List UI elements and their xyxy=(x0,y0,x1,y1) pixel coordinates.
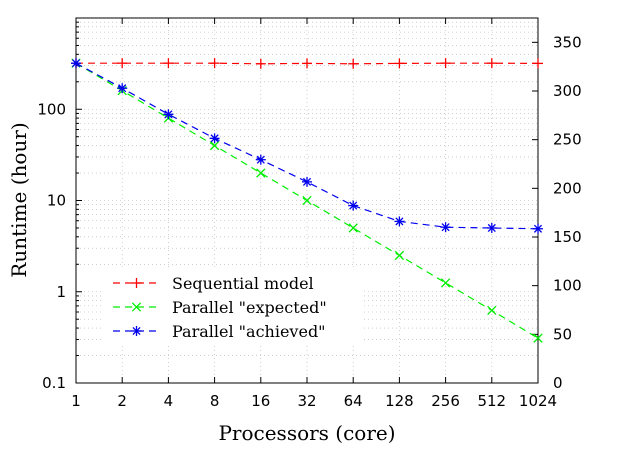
data-point xyxy=(487,305,497,316)
data-point xyxy=(302,176,312,187)
legend-item: Parallel "expected" xyxy=(113,298,327,317)
series-line xyxy=(75,62,539,230)
x-tick-label: 4 xyxy=(164,392,174,410)
data-point xyxy=(533,223,543,234)
marker-stroke xyxy=(256,155,265,164)
legend-item: Parallel "achieved" xyxy=(113,322,326,341)
data-point xyxy=(533,58,543,69)
data-point xyxy=(163,58,174,69)
data-point xyxy=(163,109,174,120)
marker-stroke xyxy=(118,84,127,93)
y-axis-title: Runtime (hour) xyxy=(7,122,31,277)
y2-tick-label: 350 xyxy=(553,33,582,51)
marker-stroke xyxy=(209,140,220,151)
marker-stroke xyxy=(533,333,543,343)
legend: Sequential model Parallel "expected" Paral… xyxy=(104,268,362,344)
marker-stroke xyxy=(487,305,497,316)
data-point xyxy=(394,250,405,261)
x-tick-label: 32 xyxy=(297,392,316,410)
x-tick-label: 8 xyxy=(210,392,220,410)
data-point xyxy=(117,58,128,69)
legend-label: Parallel "achieved" xyxy=(172,322,326,341)
x-tick-label: 16 xyxy=(251,392,270,410)
x-tick-label: 1024 xyxy=(519,392,557,410)
marker-stroke xyxy=(132,326,141,336)
legend-box xyxy=(104,268,362,344)
y2-tick-label: 0 xyxy=(553,374,563,392)
y2-tick-label: 50 xyxy=(553,325,572,343)
data-point xyxy=(486,58,497,69)
legend-label: Parallel "expected" xyxy=(172,298,327,317)
marker-stroke xyxy=(302,177,312,186)
data-point xyxy=(302,58,312,69)
data-point xyxy=(255,58,266,69)
marker-stroke xyxy=(302,195,312,206)
data-point xyxy=(486,222,497,233)
data-point xyxy=(394,216,405,227)
legend-marker xyxy=(131,302,142,312)
data-point xyxy=(209,140,220,151)
data-point xyxy=(255,154,266,165)
series-layer xyxy=(71,58,543,343)
marker-stroke xyxy=(164,110,173,119)
series-x xyxy=(71,58,543,343)
marker-stroke xyxy=(394,250,405,261)
x-axis-title: Processors (core) xyxy=(218,421,395,445)
y-tick-label: 100 xyxy=(37,100,66,118)
data-point xyxy=(117,83,128,94)
marker-stroke xyxy=(441,223,450,232)
legend-marker xyxy=(131,326,142,336)
axes: 1 2 4 8 16 32 64 128 256 512 1024 0.1 1 10 100 0 50 100 15… xyxy=(37,18,582,410)
y2-tick-label: 200 xyxy=(553,179,582,197)
legend-item: Sequential model xyxy=(113,274,314,293)
y-tick-label: 10 xyxy=(47,192,66,210)
series-star xyxy=(71,58,543,234)
x-tick-label: 256 xyxy=(431,392,460,410)
marker-stroke xyxy=(533,224,543,233)
data-point xyxy=(348,200,359,211)
data-point xyxy=(256,168,266,178)
marker-stroke xyxy=(395,217,404,226)
data-point xyxy=(209,133,220,144)
legend-label: Sequential model xyxy=(172,274,314,293)
marker-stroke xyxy=(210,134,219,143)
data-point xyxy=(533,333,543,343)
x-tick-label: 512 xyxy=(477,392,506,410)
data-point xyxy=(440,278,451,288)
y2-tick-label: 100 xyxy=(553,277,582,295)
x-tick-label: 64 xyxy=(344,392,363,410)
marker-stroke xyxy=(348,223,358,233)
y-tick-label: 1 xyxy=(56,283,66,301)
data-point xyxy=(440,222,451,233)
marker-stroke xyxy=(71,59,81,68)
marker-stroke xyxy=(349,201,358,210)
y2-tick-label: 300 xyxy=(553,82,582,100)
legend-marker xyxy=(131,278,142,288)
data-point xyxy=(348,58,359,69)
marker-stroke xyxy=(256,168,266,178)
data-point xyxy=(209,58,220,69)
x-tick-label: 1 xyxy=(71,392,81,410)
y-tick-label: 0.1 xyxy=(42,374,66,392)
data-point xyxy=(71,58,81,69)
marker-stroke xyxy=(131,302,142,312)
data-point xyxy=(440,58,451,69)
data-point xyxy=(394,58,405,69)
data-point xyxy=(348,223,358,233)
marker-stroke xyxy=(440,278,451,288)
data-point xyxy=(302,195,312,206)
y2-tick-label: 250 xyxy=(553,131,582,149)
x-tick-label: 128 xyxy=(385,392,414,410)
x-tick-label: 2 xyxy=(117,392,127,410)
marker-stroke xyxy=(487,223,496,233)
y2-tick-label: 150 xyxy=(553,228,582,246)
